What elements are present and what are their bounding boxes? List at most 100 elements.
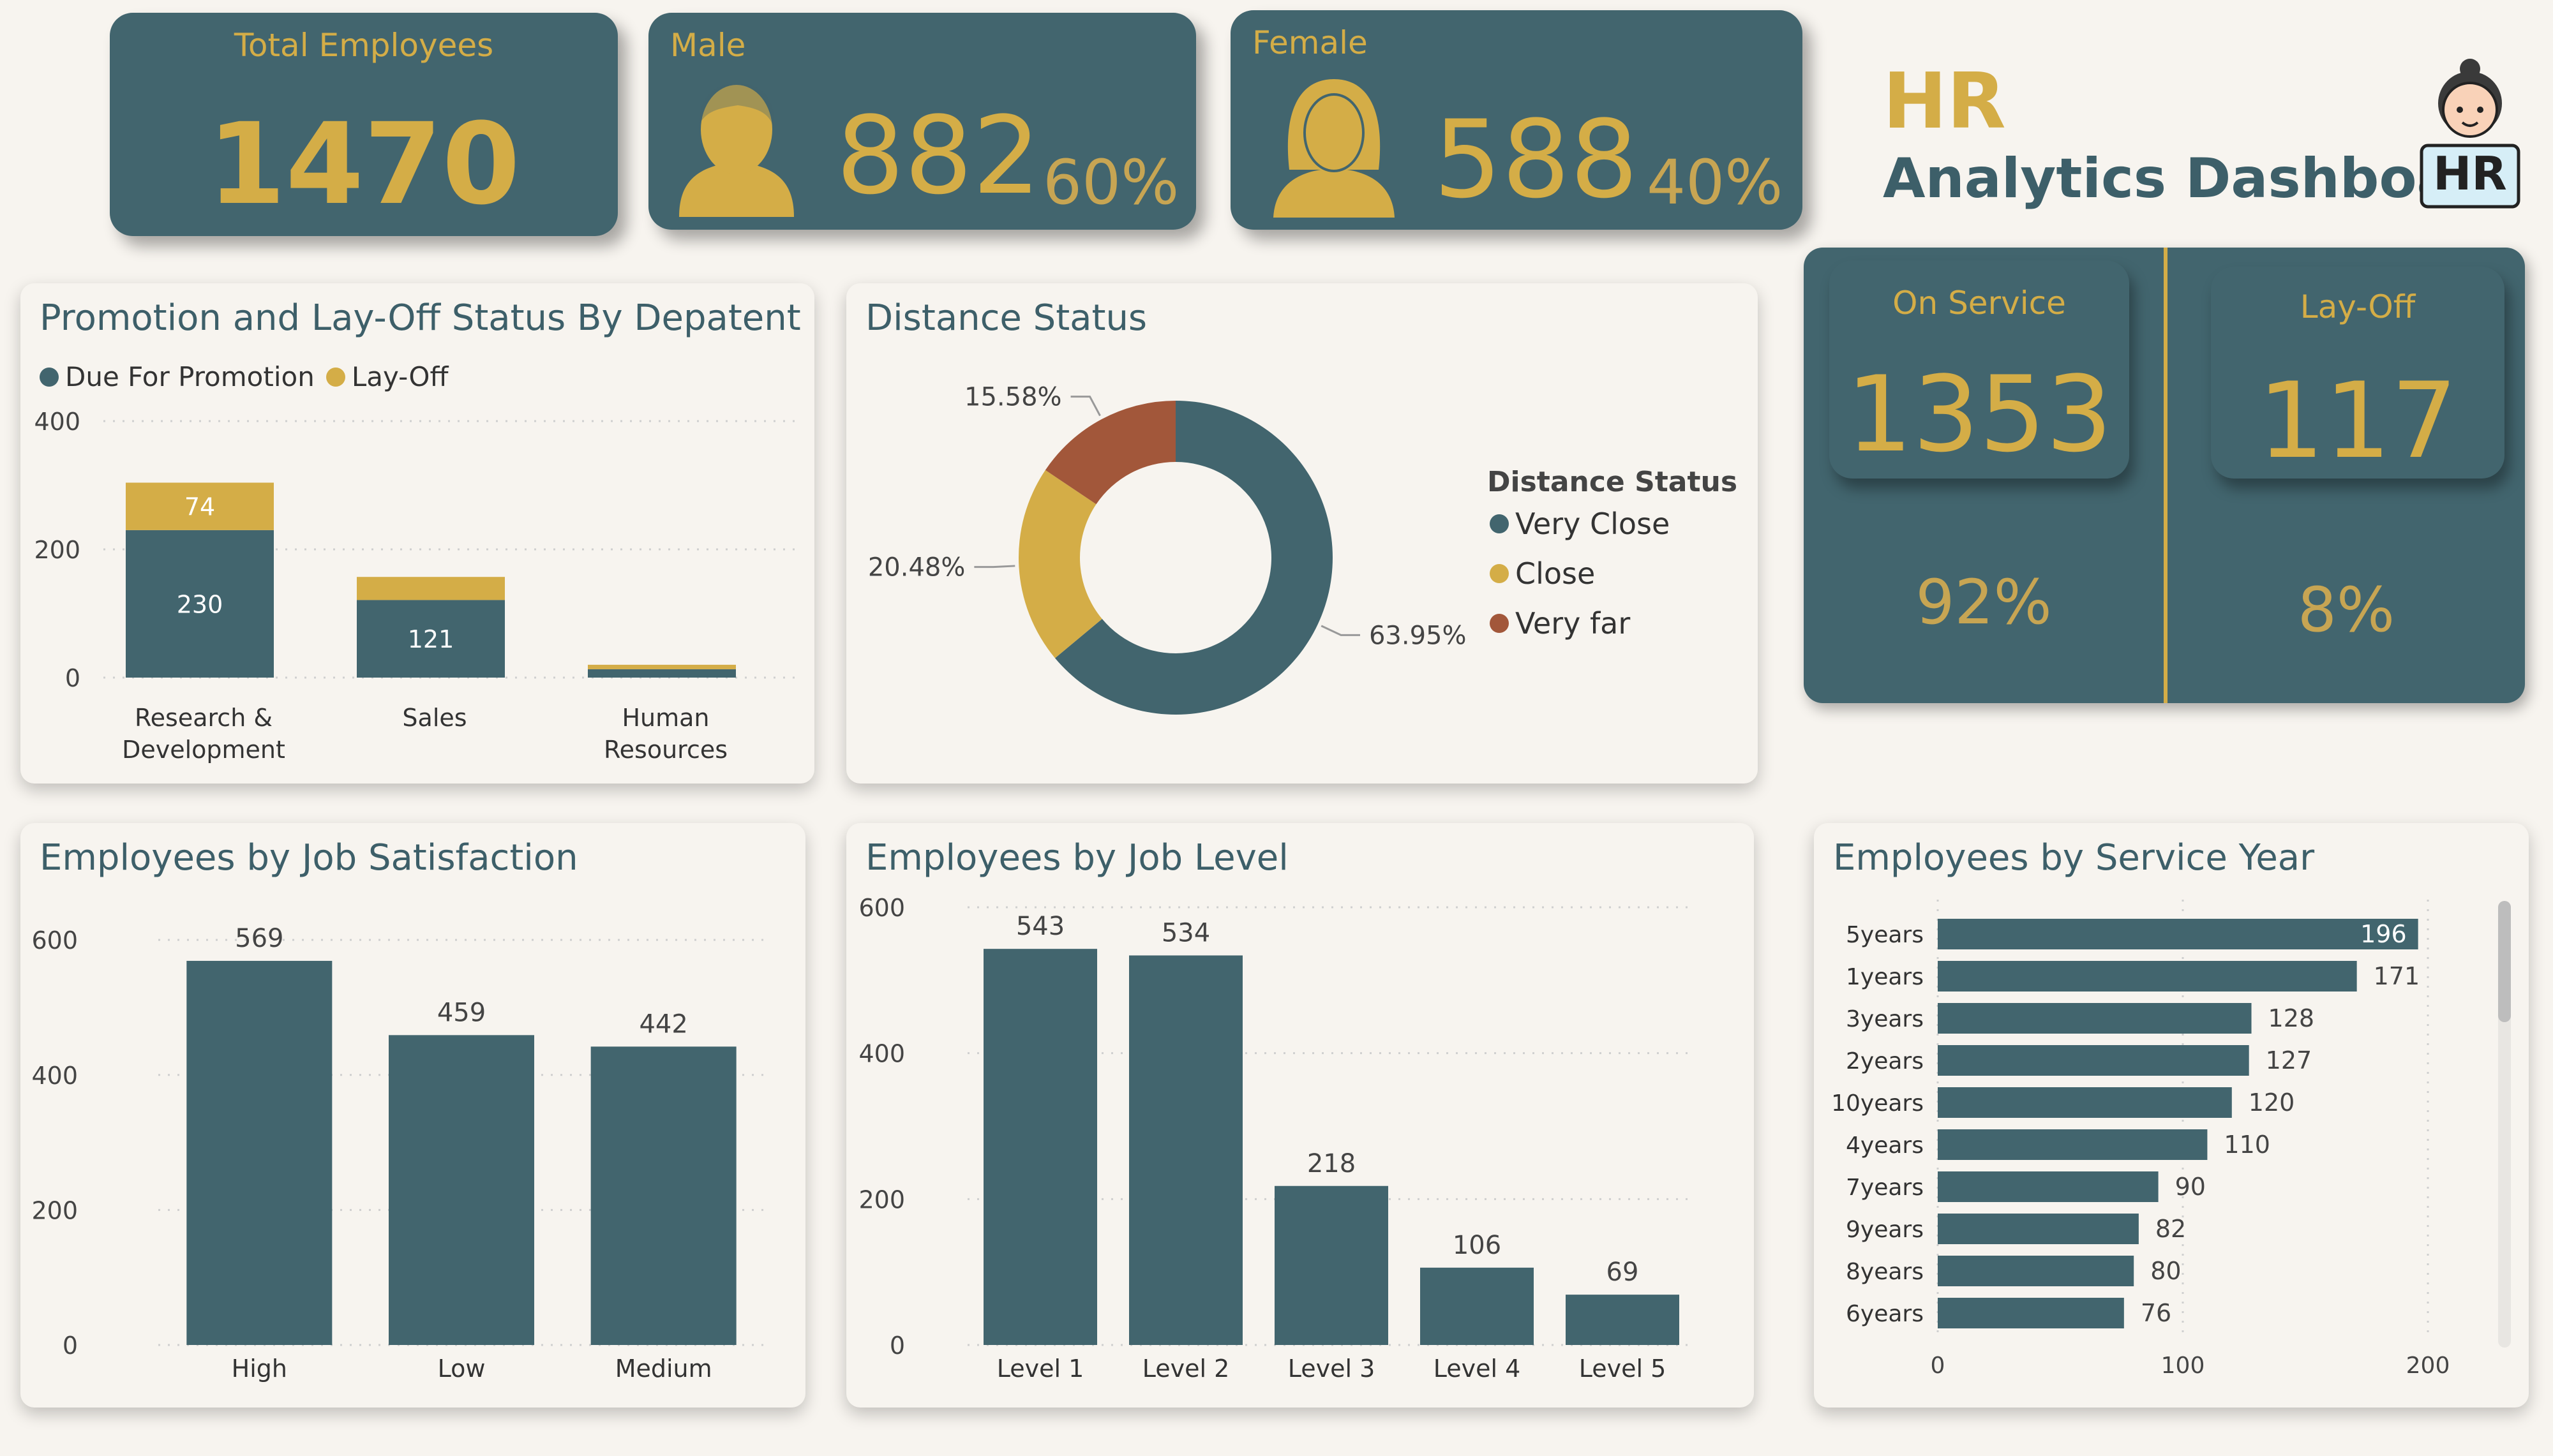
service-panel: On Service 1353 Lay-Off 117 92% 8% (1804, 248, 2525, 703)
distance-legend-item-very-close: Very Close (1490, 507, 1670, 541)
service-year-scrollbar-thumb[interactable] (2498, 901, 2511, 1022)
donut-slice-label: 15.58% (964, 383, 1062, 412)
bar[interactable] (1938, 1256, 2134, 1286)
on-service-percent: 92% (1915, 567, 2052, 638)
legend-label-very-close: Very Close (1515, 507, 1670, 541)
y-tick-label: 400 (34, 408, 80, 436)
promo-bar-promotion[interactable] (126, 530, 274, 678)
bar[interactable] (1938, 919, 2418, 949)
y-tick-label: 10years (1831, 1090, 1924, 1117)
y-tick-label: 2years (1846, 1048, 1924, 1074)
x-tick-label: Level 2 (1142, 1355, 1230, 1383)
y-tick-label: 3years (1846, 1006, 1924, 1032)
bar[interactable] (389, 1035, 534, 1345)
bar[interactable] (1420, 1267, 1534, 1345)
total-employees-card[interactable]: Total Employees 1470 (110, 13, 618, 236)
x-tick-label: Medium (615, 1355, 712, 1383)
lay-off-percent: 8% (2297, 574, 2395, 646)
bar-value-label: 128 (2268, 1004, 2315, 1032)
total-employees-value: 1470 (207, 99, 520, 230)
y-tick-label: 7years (1846, 1175, 1924, 1201)
bar[interactable] (1275, 1185, 1388, 1345)
bar[interactable] (590, 1046, 737, 1345)
male-card[interactable]: Male 882 60% (648, 13, 1196, 230)
y-tick-label: 4years (1846, 1133, 1924, 1159)
y-tick-label: 0 (65, 664, 80, 692)
x-tick-label: 0 (1931, 1353, 1945, 1379)
donut-slice-very-close[interactable] (1055, 401, 1333, 715)
bar[interactable] (1938, 1045, 2249, 1076)
y-tick-label: 0 (890, 1332, 905, 1360)
lay-off-value: 117 (2257, 360, 2458, 482)
promo-bar-promotion[interactable] (357, 600, 505, 678)
bar[interactable] (1129, 955, 1243, 1345)
job-level-chart: 0 200 400 600 543 Level 1 534 Level 2 218 Level 3… (858, 894, 1695, 1383)
promo-bar-layoff[interactable] (126, 482, 274, 530)
on-service-value: 1353 (1846, 353, 2113, 475)
male-percent: 60% (1043, 147, 1179, 218)
bar-value-label: 569 (235, 924, 283, 953)
bar-value-label: 120 (2249, 1088, 2295, 1117)
bar[interactable] (186, 960, 333, 1345)
bar[interactable] (1938, 1129, 2208, 1160)
distance-chart-card: Distance Status 63.95% 20.48% 15.58% Dista… (846, 283, 1758, 784)
bar[interactable] (1938, 1298, 2124, 1328)
bar[interactable] (1938, 1087, 2232, 1118)
donut-slice-close[interactable] (1019, 470, 1102, 658)
hr-logo-badge: HR (2433, 147, 2507, 200)
service-year-chart: 0 100 200 5years 196 1years 171 3years 128 2years… (1831, 900, 2450, 1379)
bar[interactable] (984, 949, 1097, 1345)
service-year-scrollbar[interactable] (2498, 901, 2511, 1348)
hr-logo: HR (2413, 57, 2527, 211)
female-label: Female (1252, 24, 1368, 61)
promotion-chart-card: Promotion and Lay-Off Status By Depatent… (20, 283, 814, 784)
promo-bar-layoff[interactable] (357, 577, 505, 600)
female-card[interactable]: Female 588 40% (1231, 10, 1802, 230)
total-employees-label: Total Employees (234, 27, 494, 64)
y-tick-label: 0 (63, 1332, 78, 1360)
distance-legend-item-close: Close (1490, 556, 1595, 591)
promo-bar-layoff[interactable] (588, 664, 736, 669)
legend-label-close: Close (1515, 556, 1596, 591)
dashboard-title-hr: HR (1883, 57, 2006, 146)
promotion-chart: 0 200 400 230 74 Research & Development 121 Sale… (34, 408, 797, 764)
bar[interactable] (1938, 1214, 2139, 1244)
bar[interactable] (1566, 1295, 1679, 1345)
distance-chart-title: Distance Status (865, 297, 1148, 339)
x-tick-label: Sales (402, 704, 467, 732)
donut-slice-label: 63.95% (1369, 621, 1467, 650)
legend-dot-very-close (1490, 514, 1509, 533)
service-year-title: Employees by Service Year (1833, 837, 2315, 879)
x-tick-label: 200 (2406, 1353, 2450, 1379)
female-icon (1273, 79, 1395, 218)
x-tick-label: Resources (604, 736, 728, 764)
lay-off-card[interactable]: Lay-Off 117 (2211, 267, 2504, 479)
promo-bar-promotion[interactable] (588, 669, 736, 678)
x-tick-label: Level 1 (997, 1355, 1084, 1383)
bar-value-label: 106 (1453, 1231, 1501, 1260)
bar-value-label: 442 (639, 1009, 687, 1039)
y-tick-label: 5years (1846, 922, 1924, 948)
y-tick-label: 1years (1846, 964, 1924, 990)
y-tick-label: 6years (1846, 1301, 1924, 1327)
donut-slice-very-far[interactable] (1045, 401, 1176, 505)
lay-off-label: Lay-Off (2300, 288, 2416, 325)
bar-value-label: 127 (2266, 1046, 2312, 1074)
bar-value-label: 76 (2141, 1299, 2171, 1327)
dashboard-title: Analytics Dashboard (1883, 147, 2520, 211)
service-year-card: Employees by Service Year 0 100 200 5years 1… (1814, 823, 2529, 1408)
bar-value-label: 80 (2150, 1257, 2181, 1285)
bar[interactable] (1938, 961, 2357, 992)
y-tick-label: 400 (858, 1040, 905, 1068)
bar[interactable] (1938, 1003, 2252, 1034)
on-service-label: On Service (1892, 285, 2066, 322)
donut-slice-label: 20.48% (868, 553, 966, 583)
service-divider (2164, 248, 2167, 703)
y-tick-label: 600 (858, 894, 905, 922)
bar-value-label: 459 (437, 998, 486, 1027)
bar[interactable] (1938, 1171, 2159, 1202)
promo-bar-label: 121 (408, 625, 454, 653)
on-service-card[interactable]: On Service 1353 (1829, 260, 2129, 479)
bar-value-label: 69 (1606, 1258, 1639, 1287)
distance-legend-title: Distance Status (1487, 466, 1738, 498)
